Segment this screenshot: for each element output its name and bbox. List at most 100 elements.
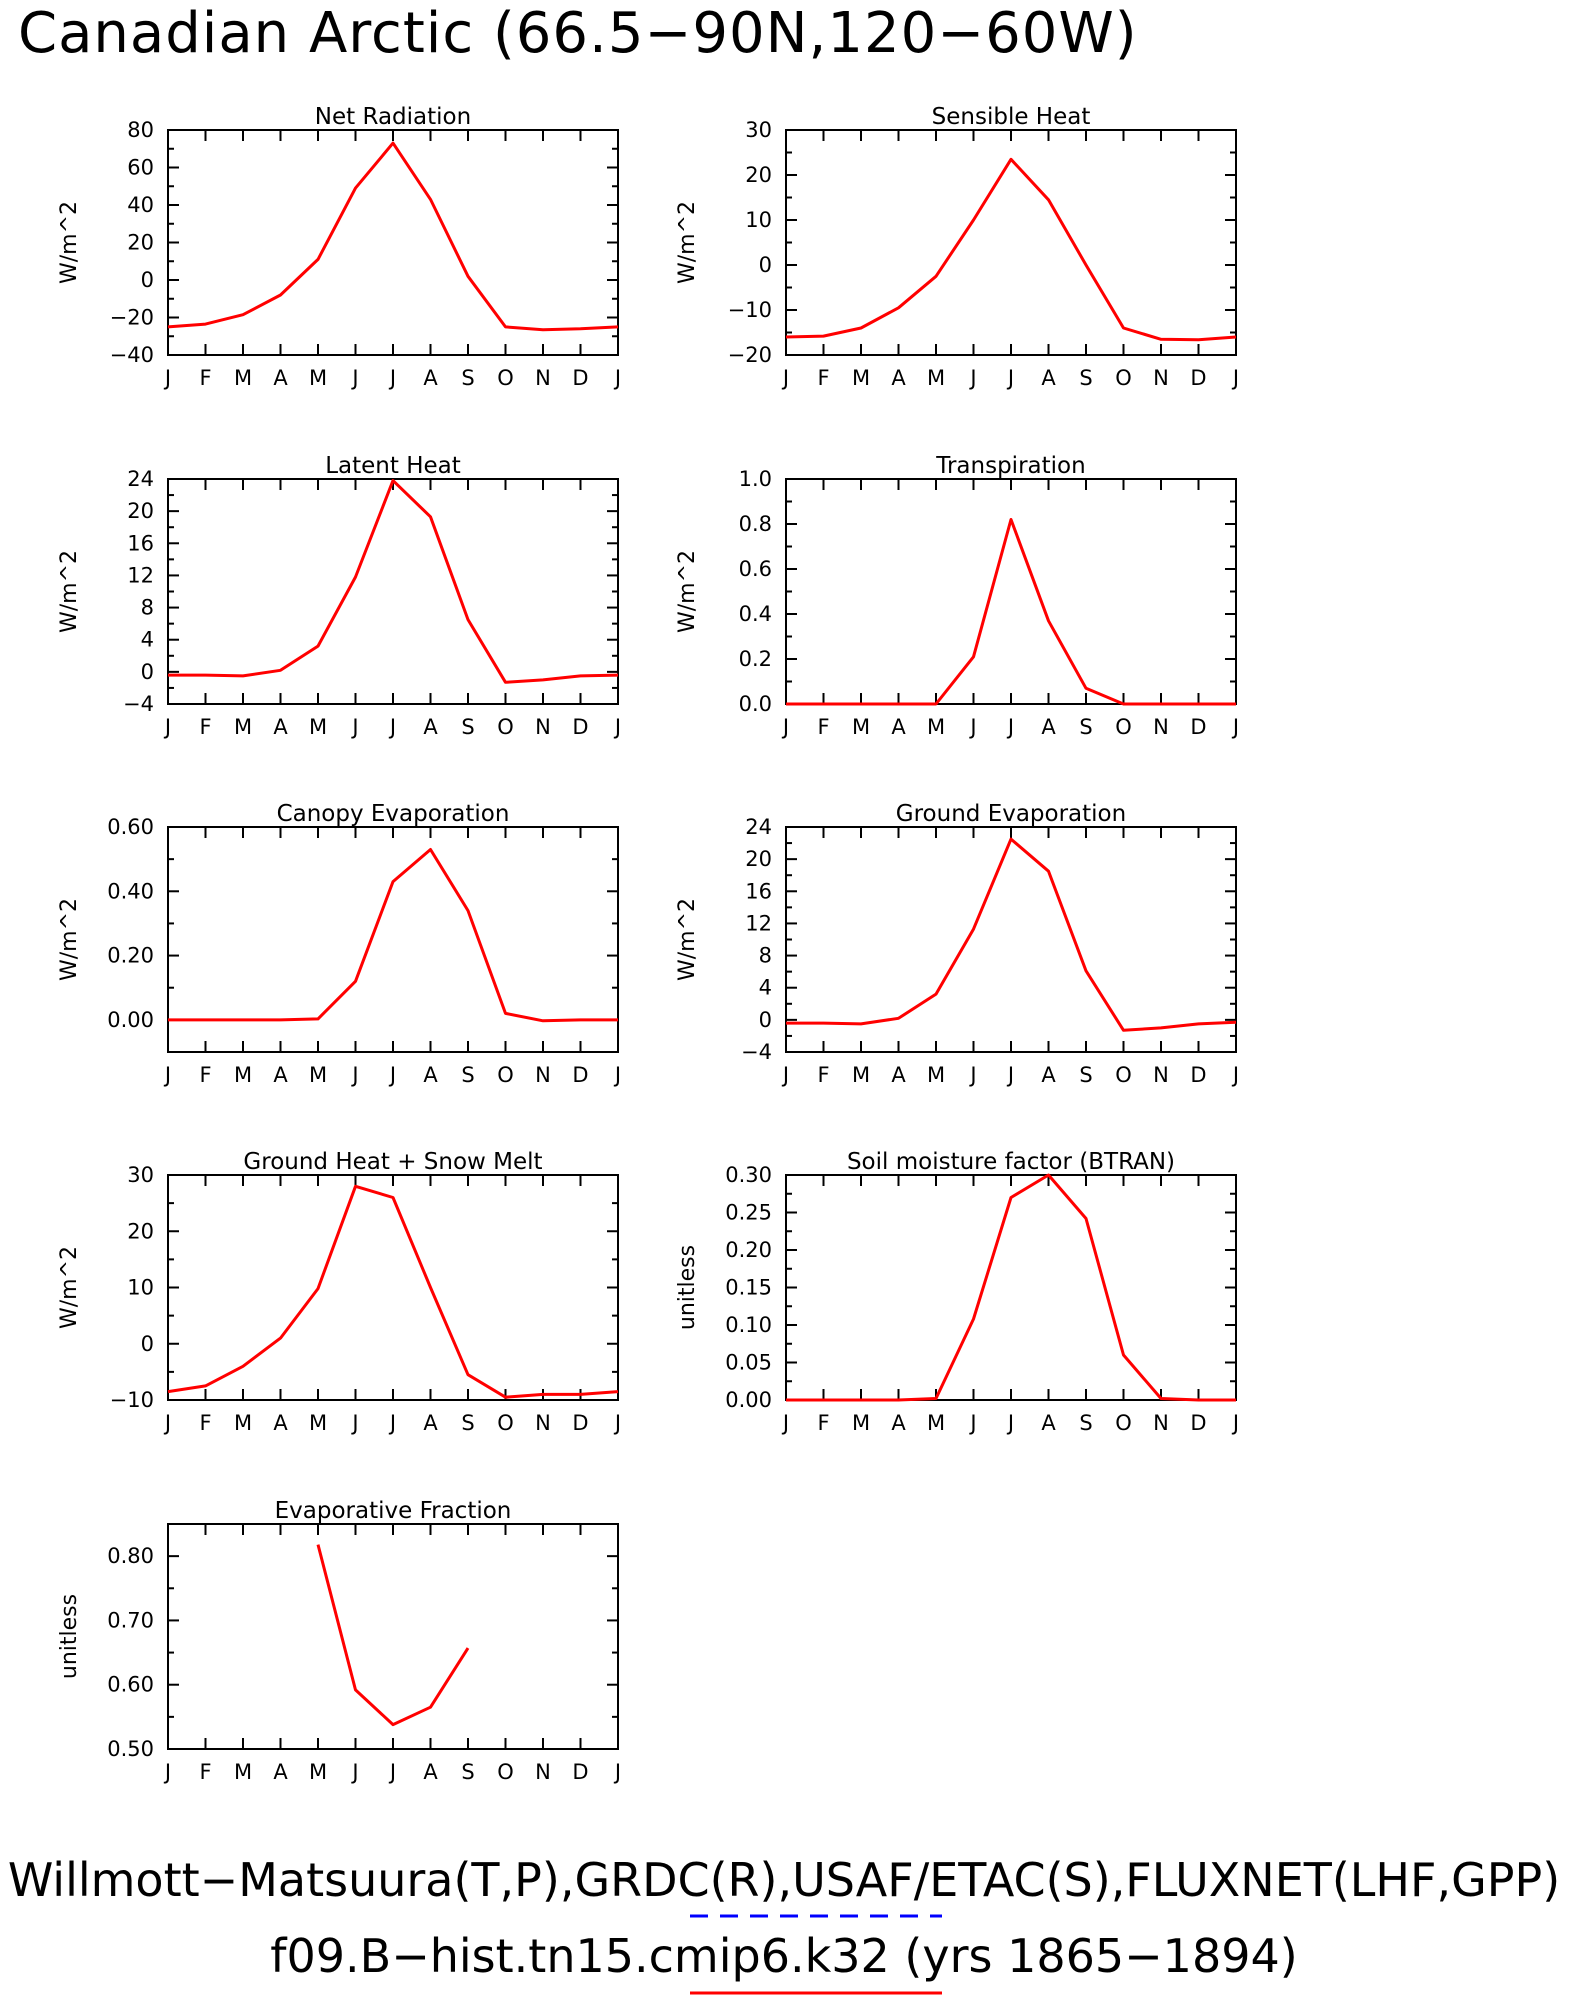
x-tick-label: J bbox=[350, 715, 358, 739]
y-tick-label: 0.0 bbox=[739, 692, 772, 716]
x-tick-label: F bbox=[199, 366, 211, 390]
y-tick-label: −40 bbox=[110, 343, 154, 367]
x-tick-label: N bbox=[535, 715, 551, 739]
x-tick-label: A bbox=[891, 1063, 906, 1087]
series-line bbox=[168, 479, 619, 684]
plot-frame bbox=[167, 1174, 619, 1401]
x-tick-label: D bbox=[572, 366, 588, 390]
y-axis-label: W/m^2 bbox=[57, 550, 82, 633]
x-tick-label: F bbox=[817, 715, 829, 739]
y-tick-label: 0.25 bbox=[725, 1201, 772, 1225]
x-tick-label: A bbox=[273, 1411, 288, 1435]
plot-frame bbox=[785, 1174, 1237, 1401]
y-tick-label: 0 bbox=[759, 1008, 772, 1032]
x-tick-label: M bbox=[309, 715, 327, 739]
x-tick-label: A bbox=[891, 1411, 906, 1435]
x-tick-label: A bbox=[273, 366, 288, 390]
y-tick-label: 0.00 bbox=[725, 1388, 772, 1412]
x-tick-label: D bbox=[1190, 1411, 1206, 1435]
y-tick-label: 0 bbox=[759, 253, 772, 277]
y-tick-label: 0.20 bbox=[107, 944, 154, 968]
x-tick-label: A bbox=[423, 715, 438, 739]
x-tick-label: M bbox=[927, 366, 945, 390]
x-tick-label: J bbox=[163, 1063, 171, 1087]
x-tick-label: D bbox=[1190, 366, 1206, 390]
x-tick-label: J bbox=[781, 366, 789, 390]
y-axis-label: W/m^2 bbox=[57, 1246, 82, 1329]
panel-title: Ground Heat + Snow Melt bbox=[243, 1149, 542, 1175]
x-tick-label: J bbox=[613, 1063, 621, 1087]
y-tick-label: 0.15 bbox=[725, 1276, 772, 1300]
x-tick-label: S bbox=[1079, 715, 1092, 739]
x-tick-label: D bbox=[572, 715, 588, 739]
x-tick-label: A bbox=[273, 1063, 288, 1087]
x-tick-label: J bbox=[1006, 715, 1014, 739]
x-tick-label: J bbox=[613, 1760, 621, 1784]
x-tick-label: J bbox=[1006, 1411, 1014, 1435]
x-tick-label: J bbox=[350, 1063, 358, 1087]
x-tick-label: J bbox=[350, 1411, 358, 1435]
y-tick-label: 8 bbox=[141, 596, 154, 620]
y-tick-label: 0.80 bbox=[107, 1544, 154, 1568]
plot-frame bbox=[167, 826, 619, 1053]
y-tick-label: 0.40 bbox=[107, 879, 154, 903]
y-tick-label: 0.50 bbox=[107, 1737, 154, 1761]
x-tick-label: J bbox=[163, 1411, 171, 1435]
panel-soil-moisture-factor-btran: J F M A M J J A S O N D J0.300.250.200.150.100.050.0… bbox=[675, 1149, 1239, 1435]
x-tick-label: A bbox=[423, 366, 438, 390]
x-tick-label: O bbox=[497, 366, 514, 390]
y-tick-label: 20 bbox=[127, 231, 154, 255]
y-tick-label: −4 bbox=[123, 692, 154, 716]
x-tick-label: A bbox=[423, 1760, 438, 1784]
y-axis-label: W/m^2 bbox=[675, 201, 700, 284]
y-axis-label: unitless bbox=[57, 1594, 82, 1679]
x-tick-label: S bbox=[1079, 1411, 1092, 1435]
x-tick-label: M bbox=[309, 1063, 327, 1087]
x-tick-label: S bbox=[461, 715, 474, 739]
x-tick-label: D bbox=[1190, 1063, 1206, 1087]
x-tick-label: O bbox=[1115, 1063, 1132, 1087]
y-tick-label: 0.60 bbox=[107, 1673, 154, 1697]
y-tick-label: 30 bbox=[127, 1163, 154, 1187]
x-tick-label: O bbox=[1115, 715, 1132, 739]
x-tick-label: F bbox=[199, 1760, 211, 1784]
x-tick-label: N bbox=[535, 1063, 551, 1087]
x-tick-label: M bbox=[234, 715, 252, 739]
x-tick-label: M bbox=[852, 1063, 870, 1087]
x-tick-label: N bbox=[535, 1411, 551, 1435]
x-tick-label: S bbox=[461, 1063, 474, 1087]
x-tick-label: A bbox=[273, 1760, 288, 1784]
x-tick-label: M bbox=[852, 715, 870, 739]
y-axis-label: W/m^2 bbox=[57, 898, 82, 981]
x-tick-label: F bbox=[817, 1063, 829, 1087]
x-tick-label: A bbox=[1041, 715, 1056, 739]
x-tick-label: N bbox=[1153, 715, 1169, 739]
y-tick-label: 12 bbox=[745, 911, 772, 935]
x-tick-label: J bbox=[163, 366, 171, 390]
panel-title: Latent Heat bbox=[325, 453, 461, 479]
panel-title: Canopy Evaporation bbox=[277, 801, 510, 827]
x-tick-label: J bbox=[1231, 1063, 1239, 1087]
y-tick-label: 30 bbox=[745, 118, 772, 142]
y-tick-label: 1.0 bbox=[739, 467, 772, 491]
y-tick-label: 24 bbox=[127, 467, 154, 491]
panel-title: Evaporative Fraction bbox=[275, 1498, 512, 1524]
series-line bbox=[785, 157, 1237, 342]
y-axis-label: W/m^2 bbox=[675, 550, 700, 633]
y-tick-label: 16 bbox=[127, 531, 154, 555]
x-tick-label: F bbox=[199, 715, 211, 739]
y-tick-label: 0.30 bbox=[725, 1163, 772, 1187]
x-tick-label: A bbox=[891, 715, 906, 739]
x-tick-label: D bbox=[572, 1063, 588, 1087]
y-tick-label: 20 bbox=[745, 163, 772, 187]
x-tick-label: N bbox=[535, 1760, 551, 1784]
panel-transpiration: J F M A M J J A S O N D J1.00.80.60.40.20.0Transpira… bbox=[675, 453, 1239, 739]
x-tick-label: N bbox=[1153, 366, 1169, 390]
